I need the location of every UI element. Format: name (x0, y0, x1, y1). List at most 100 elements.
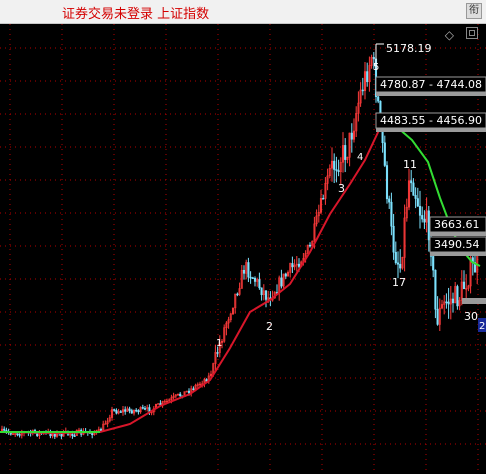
candle-body (11, 433, 15, 435)
candle-body (350, 132, 353, 140)
candle-body (324, 183, 327, 199)
candle-body (218, 342, 221, 353)
candle-body (313, 223, 316, 242)
candle-body (357, 102, 360, 114)
candle-body (280, 277, 283, 287)
candle-body (141, 407, 144, 409)
wave-label-1: 1 (216, 338, 222, 349)
window-title: 证券交易未登录 上证指数 (62, 7, 210, 22)
candle-body (306, 244, 309, 254)
wave-label-badge: 2 (479, 321, 485, 332)
candle-body (445, 301, 448, 304)
candle-body (319, 198, 323, 213)
candle-body (179, 393, 182, 397)
candle-body (333, 160, 336, 170)
candle-body (170, 397, 173, 401)
candle-body (361, 89, 364, 92)
candles (0, 48, 479, 440)
candle-body (247, 262, 250, 278)
candle-body (443, 301, 446, 305)
candle-body (198, 383, 202, 386)
candle-body (234, 293, 237, 309)
price-range-label-2-bar (376, 128, 486, 132)
candle-body (462, 281, 466, 290)
candle-body (242, 269, 246, 274)
chart-labels: 5178.19 4780.87 - 4744.08 4483.55 - 4456.9… (216, 42, 486, 349)
candle-body (73, 435, 76, 437)
candle-body (363, 71, 367, 91)
candle-body (113, 409, 116, 411)
candle-body (71, 433, 74, 436)
candle-body (238, 288, 241, 295)
candle-body (227, 319, 230, 324)
price-range-label-1: 4780.87 - 4744.08 (380, 78, 482, 91)
candle-body (128, 408, 131, 411)
candle-body (346, 157, 349, 160)
candle-body (97, 429, 100, 431)
candle-body (163, 400, 166, 403)
candle-body (370, 56, 373, 66)
candle-body (143, 408, 147, 410)
candle-body (339, 162, 342, 172)
candle-body (14, 433, 17, 435)
price-range-label-2: 4483.55 - 4456.90 (380, 114, 482, 127)
candle-body (253, 277, 257, 282)
candle-body (282, 273, 285, 287)
wave-label-4: 4 (357, 152, 363, 163)
candle-body (322, 198, 325, 200)
candle-body (108, 417, 111, 422)
candle-body (115, 410, 118, 414)
candle-body (403, 217, 406, 258)
candle-body (121, 409, 125, 413)
candle-body (348, 132, 351, 158)
candle-body (421, 215, 424, 220)
price-label-5-bar (462, 298, 486, 304)
candle-body (220, 340, 224, 343)
candle-body (454, 286, 457, 304)
wave-label-5: 5 (373, 62, 379, 73)
wave-label-17: 17 (392, 276, 406, 289)
candle-body (449, 298, 452, 305)
candle-body (251, 277, 254, 279)
candle-body (295, 263, 298, 266)
price-label-4-bar (430, 252, 486, 256)
candle-body (135, 409, 138, 412)
candle-body (286, 272, 290, 277)
candle-body (209, 373, 213, 377)
candle-body (291, 263, 294, 268)
candle-body (377, 96, 380, 102)
grid-icon[interactable]: 衔 (466, 3, 482, 19)
candle-body (196, 384, 199, 386)
candle-body (423, 218, 426, 223)
candle-body (432, 256, 435, 271)
candle-body (341, 145, 345, 163)
price-chart[interactable]: 5178.19 4780.87 - 4744.08 4483.55 - 4456.9… (0, 24, 486, 474)
candle-body (385, 165, 389, 200)
candle-body (258, 279, 261, 289)
candle-body (104, 423, 107, 425)
candle-body (262, 290, 265, 296)
candle-body (399, 263, 402, 269)
candle-body (146, 407, 149, 409)
candle-body (344, 145, 347, 160)
candle-body (447, 301, 450, 305)
candle-body (264, 290, 268, 300)
candle-body (308, 244, 312, 247)
candle-body (236, 293, 239, 296)
candle-body (256, 279, 259, 282)
candle-body (425, 210, 428, 223)
zoom-icon[interactable] (466, 27, 478, 39)
candle-body (438, 307, 441, 325)
diamond-icon[interactable]: ◇ (444, 28, 454, 42)
candle-body (317, 212, 320, 217)
candle-body (394, 251, 397, 264)
candle-body (3, 428, 6, 431)
candle-body (355, 113, 358, 132)
candle-body (414, 195, 417, 199)
candle-body (223, 327, 226, 342)
candle-body (469, 257, 472, 287)
price-label-3-bar (430, 232, 486, 236)
candle-body (412, 182, 415, 196)
candle-body (132, 409, 136, 414)
